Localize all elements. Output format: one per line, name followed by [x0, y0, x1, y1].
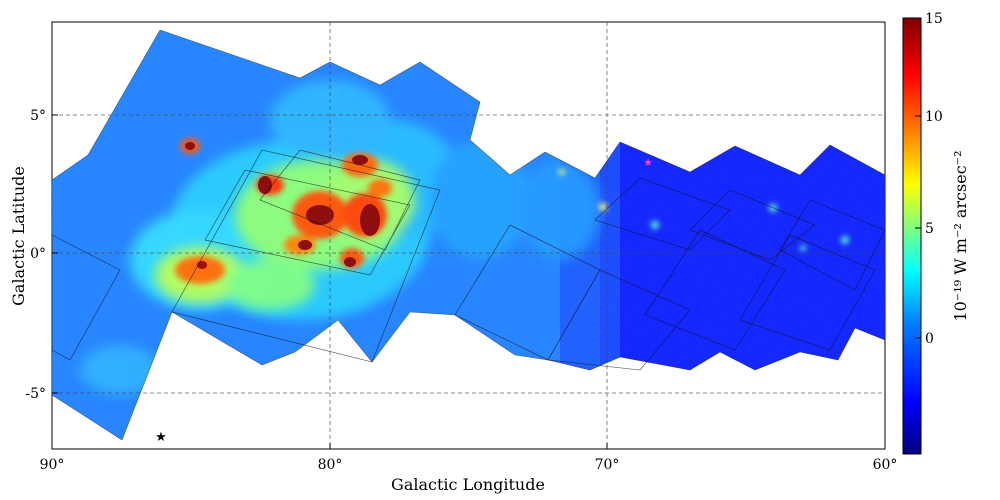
x-tick-label-90: 90° — [40, 457, 65, 473]
colorbar-tick-10: 10 — [925, 109, 943, 125]
y-axis-title: Galactic Latitude — [9, 166, 28, 306]
colorbar-tick-5: 5 — [925, 221, 934, 237]
x-tick-label-60: 60° — [873, 457, 898, 473]
observation-tile-frames — [51, 149, 886, 371]
y-tick-label-5: 5° — [30, 108, 46, 124]
colorbar-tick-15: 15 — [925, 11, 943, 27]
x-tick-label-70: 70° — [595, 457, 620, 473]
x-axis-title: Galactic Longitude — [391, 475, 545, 494]
y-tick-label-0: 0° — [30, 246, 46, 262]
pink-star-marker: ★ — [643, 156, 653, 169]
x-tick-label-80: 80° — [318, 457, 343, 473]
black-star-marker: ★ — [155, 430, 167, 445]
colorbar-gradient — [902, 17, 922, 455]
colorbar-tick-0: 0 — [925, 331, 934, 347]
y-tick-label-minus5: -5° — [25, 386, 46, 402]
colorbar: 15 10 5 0 10⁻¹⁹ W m⁻² arcsec⁻² — [902, 11, 970, 455]
grid-lines — [52, 22, 885, 449]
colorbar-label: 10⁻¹⁹ W m⁻² arcsec⁻² — [951, 150, 970, 321]
